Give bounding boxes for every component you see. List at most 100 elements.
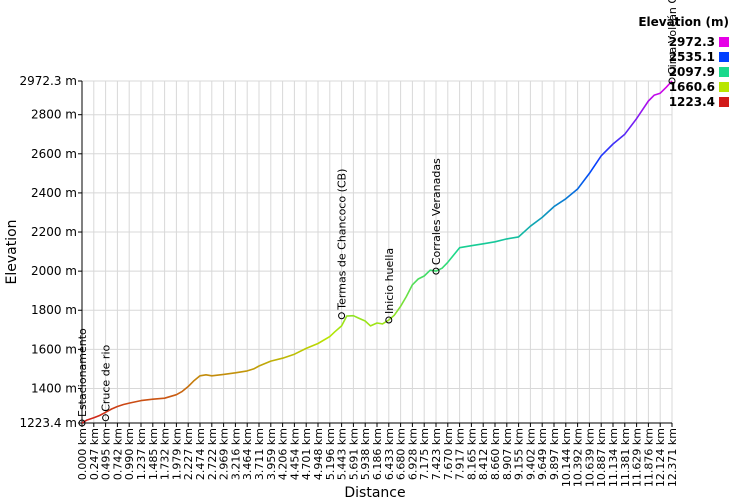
waypoint: Cima Volcán C	[666, 0, 679, 85]
x-tick-label: 10.144 km	[560, 428, 573, 487]
legend-entry-label: 2535.1	[669, 50, 715, 64]
x-tick-label: 5.443 km	[336, 428, 349, 480]
elevation-series	[81, 80, 673, 424]
y-tick-label: 1223.4 m	[20, 416, 78, 430]
x-tick-label: 1.732 km	[159, 428, 172, 480]
x-tick-label: 6.433 km	[383, 428, 396, 480]
x-tick-label: 10.639 km	[583, 428, 596, 487]
x-tick-label: 10.887 km	[595, 428, 608, 487]
legend-entry-label: 2972.3	[669, 35, 715, 49]
x-tick-label: 11.629 km	[631, 428, 644, 487]
y-tick-label: 1800 m	[31, 303, 77, 317]
x-tick-label: 8.907 km	[501, 428, 514, 480]
y-tick-label: 2400 m	[31, 186, 77, 200]
x-tick-label: 11.381 km	[619, 428, 632, 487]
legend-title: Elevation (m)	[638, 15, 729, 29]
x-tick-label: 8.660 km	[489, 428, 502, 480]
x-tick-label: 11.134 km	[607, 428, 620, 487]
x-tick-label: 7.175 km	[418, 428, 431, 480]
legend-entry-swatch	[719, 67, 729, 77]
x-tick-label: 11.876 km	[642, 428, 655, 487]
x-tick-label: 5.938 km	[359, 428, 372, 480]
x-tick-label: 6.928 km	[406, 428, 419, 480]
legend-entry-label: 1660.6	[669, 80, 715, 94]
legend-entry: 2097.9	[669, 65, 729, 79]
waypoint: Inicio huella	[383, 248, 396, 324]
y-tick-labels: 1223.4 m 1400 m 1600 m 1800 m 2000 m 2200 m 24…	[20, 74, 78, 430]
x-axis-title: Distance	[344, 485, 405, 500]
waypoints: Estacionamento Cruce de rio Termas de Chan…	[76, 0, 679, 427]
x-tick-label: 2.227 km	[182, 428, 195, 480]
x-tick-label: 2.722 km	[206, 428, 219, 480]
legend-entry: 2972.3	[669, 35, 729, 49]
x-tick-label: 9.155 km	[513, 428, 526, 480]
waypoint-marker	[102, 414, 110, 422]
x-tick-label: 9.402 km	[524, 428, 537, 480]
x-tick-label: 12.371 km	[666, 428, 679, 487]
x-tick-label: 6.186 km	[371, 428, 384, 480]
legend-entry-swatch	[719, 52, 729, 62]
legend-entry-label: 2097.9	[669, 65, 715, 79]
waypoint: Estacionamento	[76, 328, 89, 427]
x-tick-label: 3.959 km	[265, 428, 278, 480]
waypoint: Cruce de rio	[100, 344, 113, 422]
x-tick-label: 3.464 km	[241, 428, 254, 480]
waypoint-marker	[668, 77, 676, 85]
grid-lines	[81, 80, 673, 424]
x-tick-label: 4.454 km	[288, 428, 301, 480]
x-tick-label: 7.423 km	[430, 428, 443, 480]
legend-entry: 1223.4	[669, 95, 729, 109]
x-tick-label: 1.979 km	[170, 428, 183, 480]
x-tick-label: 4.948 km	[312, 428, 325, 480]
x-tick-label: 7.917 km	[454, 428, 467, 480]
x-tick-label: 3.216 km	[229, 428, 242, 480]
waypoint-marker	[432, 267, 440, 275]
x-tick-label: 0.247 km	[88, 428, 101, 480]
x-tick-label: 3.711 km	[253, 428, 266, 480]
y-tick-label: 2972.3 m	[20, 74, 78, 88]
x-tick-label: 0.742 km	[111, 428, 124, 480]
legend-entry: 2535.1	[669, 50, 729, 64]
legend-entry-swatch	[719, 97, 729, 107]
waypoint-marker	[385, 316, 393, 324]
x-tick-label: 1.237 km	[135, 428, 148, 480]
x-tick-labels: 0.000 km0.247 km0.495 km0.742 km0.990 km…	[76, 428, 679, 487]
x-tick-label: 6.680 km	[395, 428, 408, 480]
waypoint-label: Inicio huella	[383, 248, 396, 314]
waypoint-label: Estacionamento	[76, 328, 89, 417]
x-tick-label: 10.392 km	[572, 428, 585, 487]
x-tick-label: 7.670 km	[442, 428, 455, 480]
legend: Elevation (m) 2972.32535.12097.91660.612…	[638, 15, 729, 109]
x-tick-label: 0.000 km	[76, 428, 89, 480]
x-tick-label: 4.701 km	[300, 428, 313, 480]
y-tick-label: 2600 m	[31, 147, 77, 161]
x-tick-label: 12.124 km	[654, 428, 667, 487]
elevation-line	[81, 80, 673, 424]
x-tick-label: 2.474 km	[194, 428, 207, 480]
waypoint-marker	[78, 419, 86, 427]
x-tick-label: 0.495 km	[100, 428, 113, 480]
waypoint-label: Cima Volcán C	[666, 0, 679, 75]
x-tick-label: 9.649 km	[536, 428, 549, 480]
y-tick-label: 1600 m	[31, 342, 77, 356]
x-tick-label: 4.206 km	[277, 428, 290, 480]
y-axis-title: Elevation	[4, 219, 20, 284]
y-tick-label: 2800 m	[31, 108, 77, 122]
x-tick-label: 1.485 km	[147, 428, 160, 480]
y-tick-label: 2200 m	[31, 225, 77, 239]
x-tick-label: 0.990 km	[123, 428, 136, 480]
waypoint: Corrales Veranadas	[430, 158, 443, 275]
x-tick-label: 8.412 km	[477, 428, 490, 480]
x-tick-label: 5.691 km	[347, 428, 360, 480]
x-tick-label: 5.196 km	[324, 428, 337, 480]
legend-entry-label: 1223.4	[669, 95, 715, 109]
legend-entry-swatch	[719, 82, 729, 92]
x-tick-label: 9.897 km	[548, 428, 561, 480]
waypoint-label: Termas de Chancoco (CB)	[336, 169, 349, 311]
axes	[78, 80, 673, 427]
y-tick-label: 2000 m	[31, 264, 77, 278]
waypoint-marker	[338, 312, 346, 320]
y-tick-label: 1400 m	[31, 381, 77, 395]
legend-entry: 1660.6	[669, 80, 729, 94]
